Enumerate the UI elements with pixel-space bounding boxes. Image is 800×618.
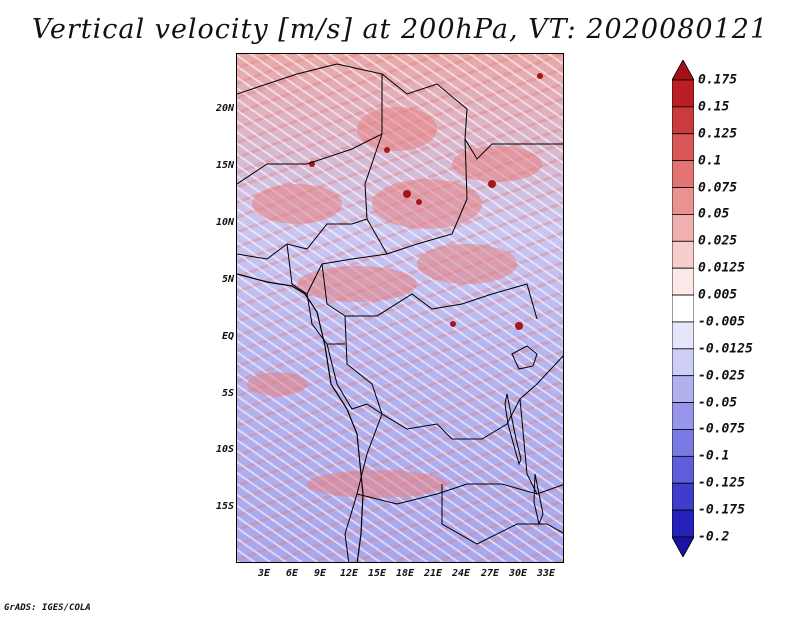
colorbar bbox=[672, 60, 694, 557]
colorbar-label: 0.15 bbox=[698, 99, 730, 115]
colorbar-label: -0.0125 bbox=[698, 341, 753, 357]
footer-credit: GrADS: IGES/COLA bbox=[4, 603, 91, 613]
lon-label-9e: 9E bbox=[313, 568, 327, 579]
map-title: Vertical velocity [m/s] at 200hPa, VT: 2… bbox=[31, 14, 769, 45]
colorbar-label: -0.2 bbox=[698, 529, 730, 545]
lake-tanganyika bbox=[504, 393, 522, 466]
lon-label-33e: 33E bbox=[536, 568, 556, 579]
lon-label-30e: 30E bbox=[508, 568, 528, 579]
colorbar-label: -0.025 bbox=[698, 368, 745, 384]
colorbar-min-triangle bbox=[672, 536, 694, 557]
lon-label-24e: 24E bbox=[451, 568, 471, 579]
colorbar-label: 0.125 bbox=[698, 126, 738, 142]
colorbar-label: 0.1 bbox=[698, 153, 722, 169]
lon-label-21e: 21E bbox=[423, 568, 443, 579]
colorbar-label: 0.075 bbox=[698, 180, 738, 196]
lat-label-eq: EQ bbox=[221, 331, 234, 342]
colorbar-label: 0.0125 bbox=[698, 260, 745, 276]
positive-velocity-regions bbox=[247, 107, 542, 498]
lat-label-5n: 5N bbox=[221, 274, 234, 285]
velocity-map bbox=[236, 53, 564, 563]
lon-label-15e: 15E bbox=[367, 568, 387, 579]
colorbar-label: -0.1 bbox=[698, 448, 730, 464]
lon-label-3e: 3E bbox=[257, 568, 271, 579]
colorbar-bin bbox=[672, 267, 694, 296]
colorbar-bin bbox=[672, 106, 694, 135]
lat-label-20n: 20N bbox=[215, 103, 234, 114]
colorbar-bin bbox=[672, 240, 694, 269]
colorbar-label: 0.175 bbox=[698, 72, 738, 88]
lon-label-27e: 27E bbox=[480, 568, 500, 579]
colorbar-bin bbox=[672, 348, 694, 377]
colorbar-bin bbox=[672, 214, 694, 242]
colorbar-bin bbox=[672, 509, 694, 538]
lat-label-10s: 10S bbox=[215, 444, 234, 455]
colorbar-bin bbox=[672, 482, 694, 511]
colorbar-label: -0.075 bbox=[698, 421, 745, 437]
country-borders bbox=[237, 63, 563, 562]
colorbar-max-triangle bbox=[672, 60, 694, 81]
lat-label-15n: 15N bbox=[215, 160, 234, 171]
colorbar-label: 0.025 bbox=[698, 233, 738, 249]
lon-label-6e: 6E bbox=[285, 568, 299, 579]
lake-victoria bbox=[511, 345, 538, 370]
colorbar-bin bbox=[672, 375, 694, 403]
colorbar-label: -0.125 bbox=[698, 475, 745, 491]
strong-updraft-spots bbox=[309, 73, 543, 330]
colorbar-bin bbox=[672, 321, 694, 350]
colorbar-bin bbox=[672, 160, 694, 188]
colorbar-label: -0.05 bbox=[698, 395, 738, 411]
colorbar-bin bbox=[672, 79, 694, 108]
lake-malawi bbox=[533, 473, 544, 526]
lat-label-10n: 10N bbox=[215, 217, 234, 228]
lon-label-18e: 18E bbox=[395, 568, 415, 579]
coastline bbox=[237, 273, 364, 562]
colorbar-bin bbox=[672, 429, 694, 457]
lat-label-15s: 15S bbox=[215, 501, 234, 512]
colorbar-bin bbox=[672, 187, 694, 215]
map-field-svg bbox=[237, 63, 563, 562]
colorbar-bin bbox=[672, 402, 694, 430]
lon-label-12e: 12E bbox=[339, 568, 359, 579]
colorbar-label: -0.005 bbox=[698, 314, 745, 330]
colorbar-label: -0.175 bbox=[698, 502, 745, 518]
colorbar-bin bbox=[672, 455, 694, 484]
colorbar-bin bbox=[672, 133, 694, 162]
lat-label-5s: 5S bbox=[221, 388, 234, 399]
colorbar-bin bbox=[672, 294, 694, 323]
colorbar-label: 0.05 bbox=[698, 206, 730, 222]
colorbar-label: 0.005 bbox=[698, 287, 738, 303]
